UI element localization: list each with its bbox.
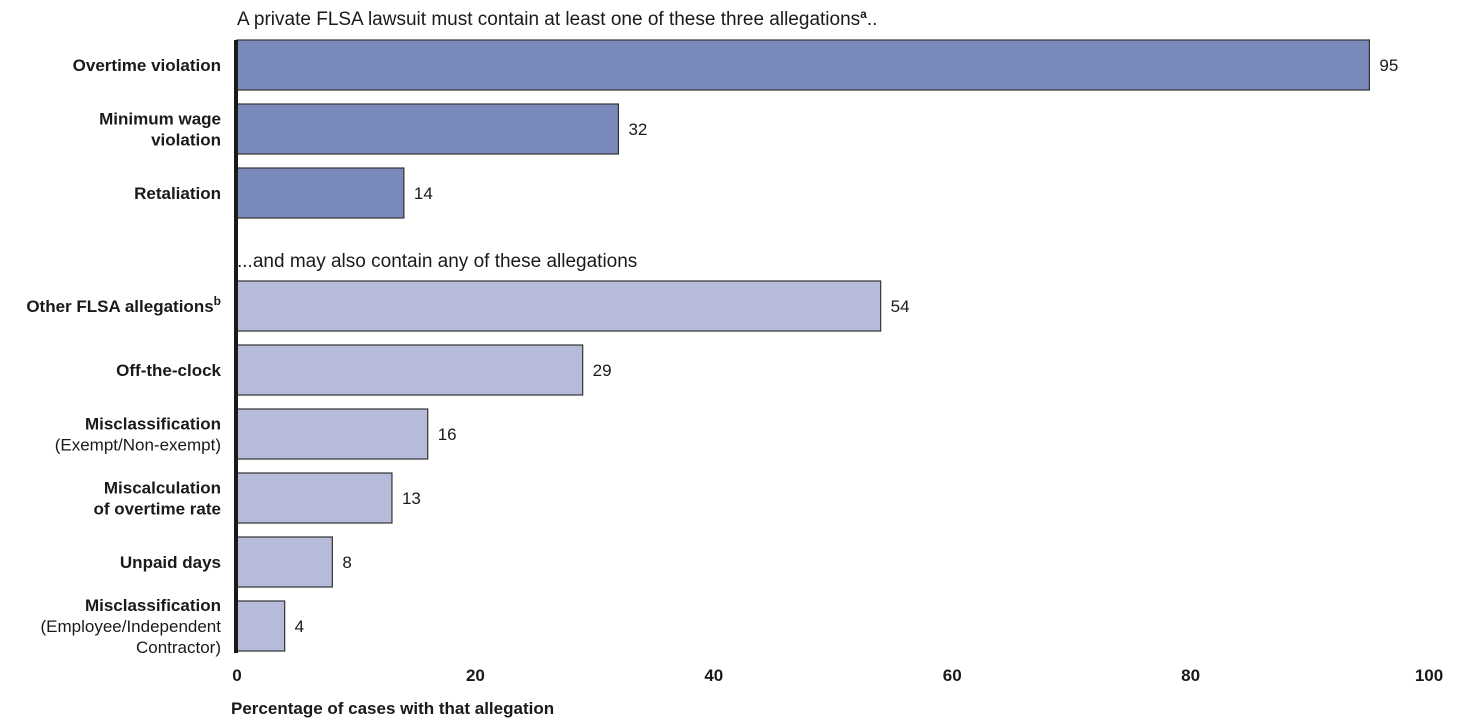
- category-label-1-4: Unpaid days: [120, 553, 221, 572]
- bar-1-2: [236, 408, 429, 460]
- group-title-0: A private FLSA lawsuit must contain at l…: [237, 7, 877, 30]
- category-label-0-1: Minimum wage violation: [99, 110, 221, 150]
- value-label-1-3: 13: [402, 489, 421, 508]
- value-label-1-0: 54: [891, 297, 910, 316]
- group-title-1: ...and may also contain any of these all…: [237, 251, 637, 272]
- category-label-1-1: Off-the-clock: [116, 361, 221, 380]
- value-label-1-1: 29: [593, 361, 612, 380]
- category-label-1-5: Misclassification (Employee/Independent Co…: [40, 596, 221, 657]
- x-tick-label-4: 80: [1181, 666, 1200, 685]
- value-label-1-5: 4: [295, 617, 304, 636]
- value-label-0-0: 95: [1379, 56, 1398, 75]
- category-label-0-0: Overtime violation: [73, 56, 221, 75]
- x-tick-label-3: 60: [943, 666, 962, 685]
- bar-0-0: [236, 39, 1371, 91]
- value-label-1-2: 16: [438, 425, 457, 444]
- bar-1-0: [236, 280, 882, 332]
- category-label-0-2: Retaliation: [134, 184, 221, 203]
- x-tick-label-1: 20: [466, 666, 485, 685]
- bar-0-2: [236, 167, 405, 219]
- bar-1-4: [236, 536, 333, 588]
- x-axis-label: Percentage of cases with that allegation: [231, 699, 554, 718]
- category-label-1-3: Miscalculation of overtime rate: [93, 479, 221, 519]
- value-label-1-4: 8: [342, 553, 351, 572]
- value-label-0-1: 32: [628, 120, 647, 139]
- category-label-1-0: Other FLSA allegationsb: [26, 294, 221, 316]
- bar-0-1: [236, 103, 620, 155]
- bar-1-3: [236, 472, 393, 524]
- x-tick-label-5: 100: [1415, 666, 1443, 685]
- bar-1-1: [236, 344, 584, 396]
- x-tick-label-2: 40: [704, 666, 723, 685]
- x-tick-label-0: 0: [232, 666, 241, 685]
- value-label-0-2: 14: [414, 184, 433, 203]
- bar-1-5: [236, 600, 286, 652]
- category-label-1-2: Misclassification (Exempt/Non-exempt): [55, 415, 221, 455]
